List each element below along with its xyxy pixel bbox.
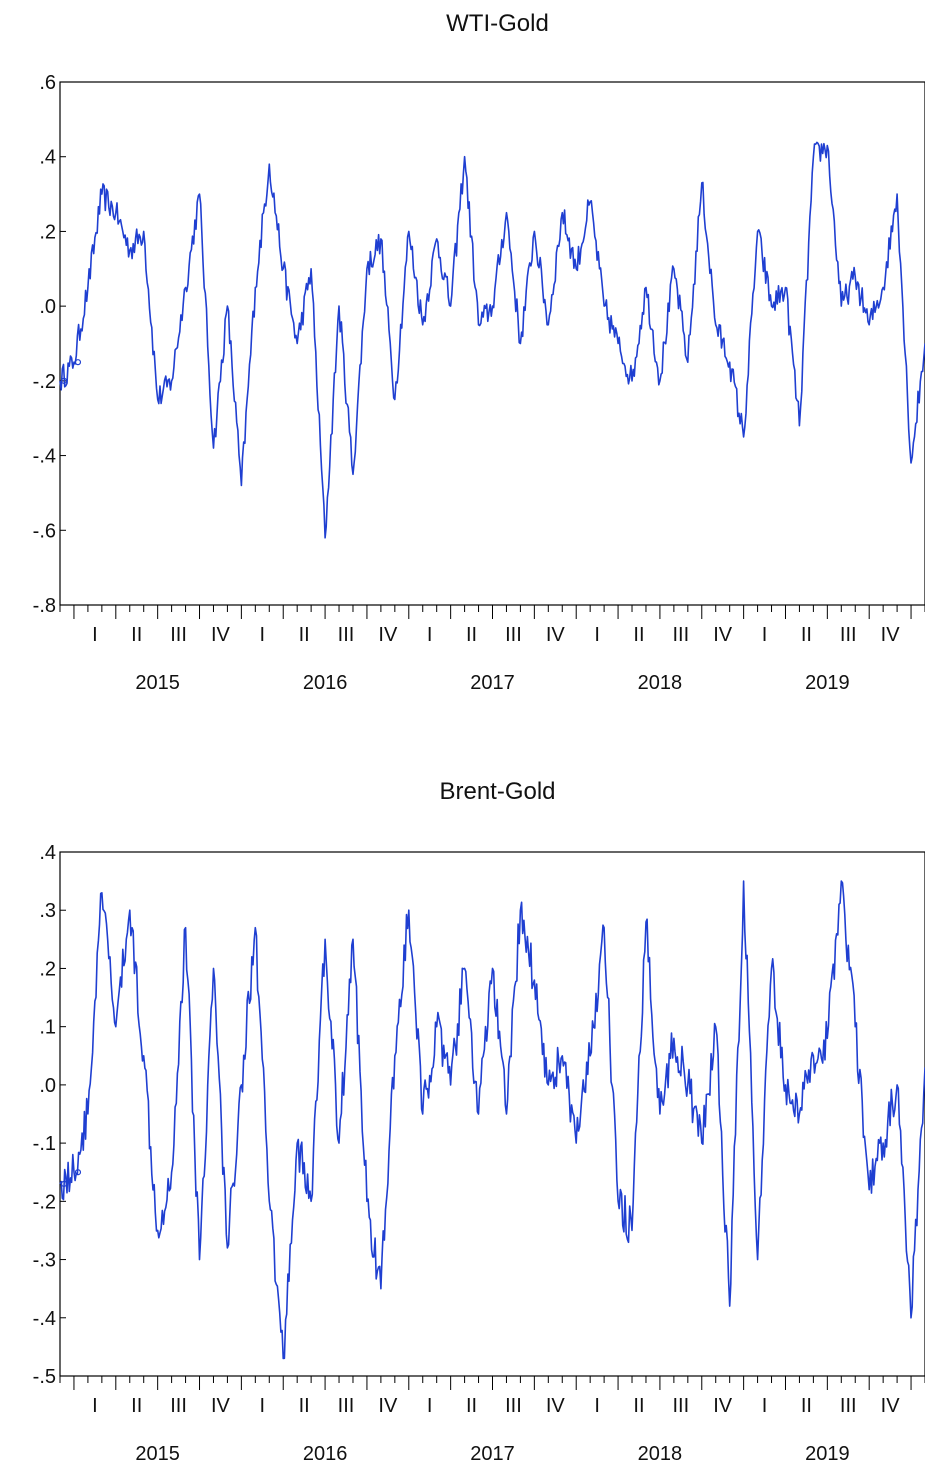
brent-year-label: 2017 [470,1443,515,1463]
brent-quarter-label: I [427,1395,433,1417]
brent-quarter-label: IV [211,1395,231,1417]
brent-y-tick-label: -.1 [33,1133,56,1155]
wti-quarter-label: III [505,624,522,646]
brent-quarter-label: III [505,1395,522,1417]
brent-quarter-label: I [92,1395,98,1417]
brent-quarter-label: III [673,1395,690,1417]
brent-quarter-label: II [131,1395,142,1417]
brent-quarter-label: IV [378,1395,398,1417]
brent-year-label: 2015 [135,1443,180,1463]
wti-y-tick-label: -.4 [33,446,56,468]
wti-year-label: 2017 [470,672,515,694]
wti-quarter-label: IV [881,624,901,646]
brent-start-marker [60,1180,68,1187]
wti-gold-chart: .6.4.2.0-.2-.4-.6-.8I II III IV I II III IV I II I… [33,72,925,694]
wti-gold-title: WTI-Gold [446,10,549,37]
brent-y-tick-label: -.4 [33,1308,56,1330]
brent-y-tick-label: .0 [39,1075,56,1097]
wti-y-tick-label: .0 [39,296,56,318]
brent-start-marker [74,1169,82,1176]
wti-plot-frame [59,81,925,606]
wti-year-label: 2016 [303,672,348,694]
brent-year-label: 2018 [638,1443,683,1463]
wti-start-marker [74,359,82,366]
wti-quarter-label: II [633,624,644,646]
brent-quarter-label: II [466,1395,477,1417]
brent-y-tick-label: .3 [39,900,56,922]
wti-y-tick-label: -.8 [33,595,56,617]
brent-gold-panel: Brent-Gold .4.3.2.1.0 -.1 -.2 -.3 -.4 -.5 I II I… [0,770,925,1463]
wti-y-tick-label: .4 [39,147,56,169]
wti-quarter-label: III [840,624,857,646]
brent-quarter-label: IV [881,1395,901,1417]
brent-quarter-label: III [338,1395,355,1417]
brent-year-label: 2019 [805,1443,850,1463]
wti-quarter-label: IV [546,624,566,646]
brent-quarter-label: III [840,1395,857,1417]
brent-series-line [59,880,925,1360]
wti-y-tick-label: -.6 [33,520,56,542]
brent-quarter-label: I [762,1395,768,1417]
wti-quarter-label: I [427,624,433,646]
wti-gold-panel: WTI-Gold .6.4.2.0 -.2 -.4 -.6 -.8 I II III IV I II… [0,0,925,720]
brent-y-tick-label: -.2 [33,1191,56,1213]
brent-year-label: 2016 [303,1443,348,1463]
wti-quarter-label: II [299,624,310,646]
brent-quarter-label: I [594,1395,600,1417]
wti-quarter-label: I [92,624,98,646]
wti-quarter-label: III [338,624,355,646]
wti-y-tick-label: .6 [39,72,56,94]
brent-quarter-label: IV [713,1395,733,1417]
brent-quarter-label: II [801,1395,812,1417]
wti-quarter-label: III [673,624,690,646]
brent-quarter-label: IV [546,1395,566,1417]
brent-gold-chart: .4.3.2.1.0-.1-.2-.3-.4-.5I II III IV I II III I… [33,842,925,1463]
wti-quarter-label: I [762,624,768,646]
brent-y-tick-label: .4 [39,842,56,864]
wti-year-label: 2018 [638,672,683,694]
wti-quarter-label: IV [713,624,733,646]
wti-series-line [59,141,925,539]
brent-y-tick-label: .2 [39,958,56,980]
wti-quarter-label: II [466,624,477,646]
brent-y-tick-label: -.3 [33,1250,56,1272]
wti-start-marker [60,377,68,384]
wti-quarter-label: I [594,624,600,646]
wti-y-tick-label: -.2 [33,371,56,393]
brent-gold-title: Brent-Gold [439,778,556,805]
brent-quarter-label: III [170,1395,187,1417]
brent-quarter-label: II [299,1395,310,1417]
brent-y-tick-label: .1 [39,1017,56,1039]
brent-quarter-label: II [633,1395,644,1417]
wti-quarter-label: IV [211,624,231,646]
brent-quarter-label: I [260,1395,266,1417]
wti-quarter-label: II [801,624,812,646]
wti-quarter-label: II [131,624,142,646]
wti-quarter-label: I [260,624,266,646]
wti-quarter-label: III [170,624,187,646]
brent-y-tick-label: -.5 [33,1366,56,1388]
wti-quarter-label: IV [378,624,398,646]
wti-y-tick-label: .2 [39,221,56,243]
wti-year-label: 2015 [135,672,180,694]
wti-year-label: 2019 [805,672,850,694]
